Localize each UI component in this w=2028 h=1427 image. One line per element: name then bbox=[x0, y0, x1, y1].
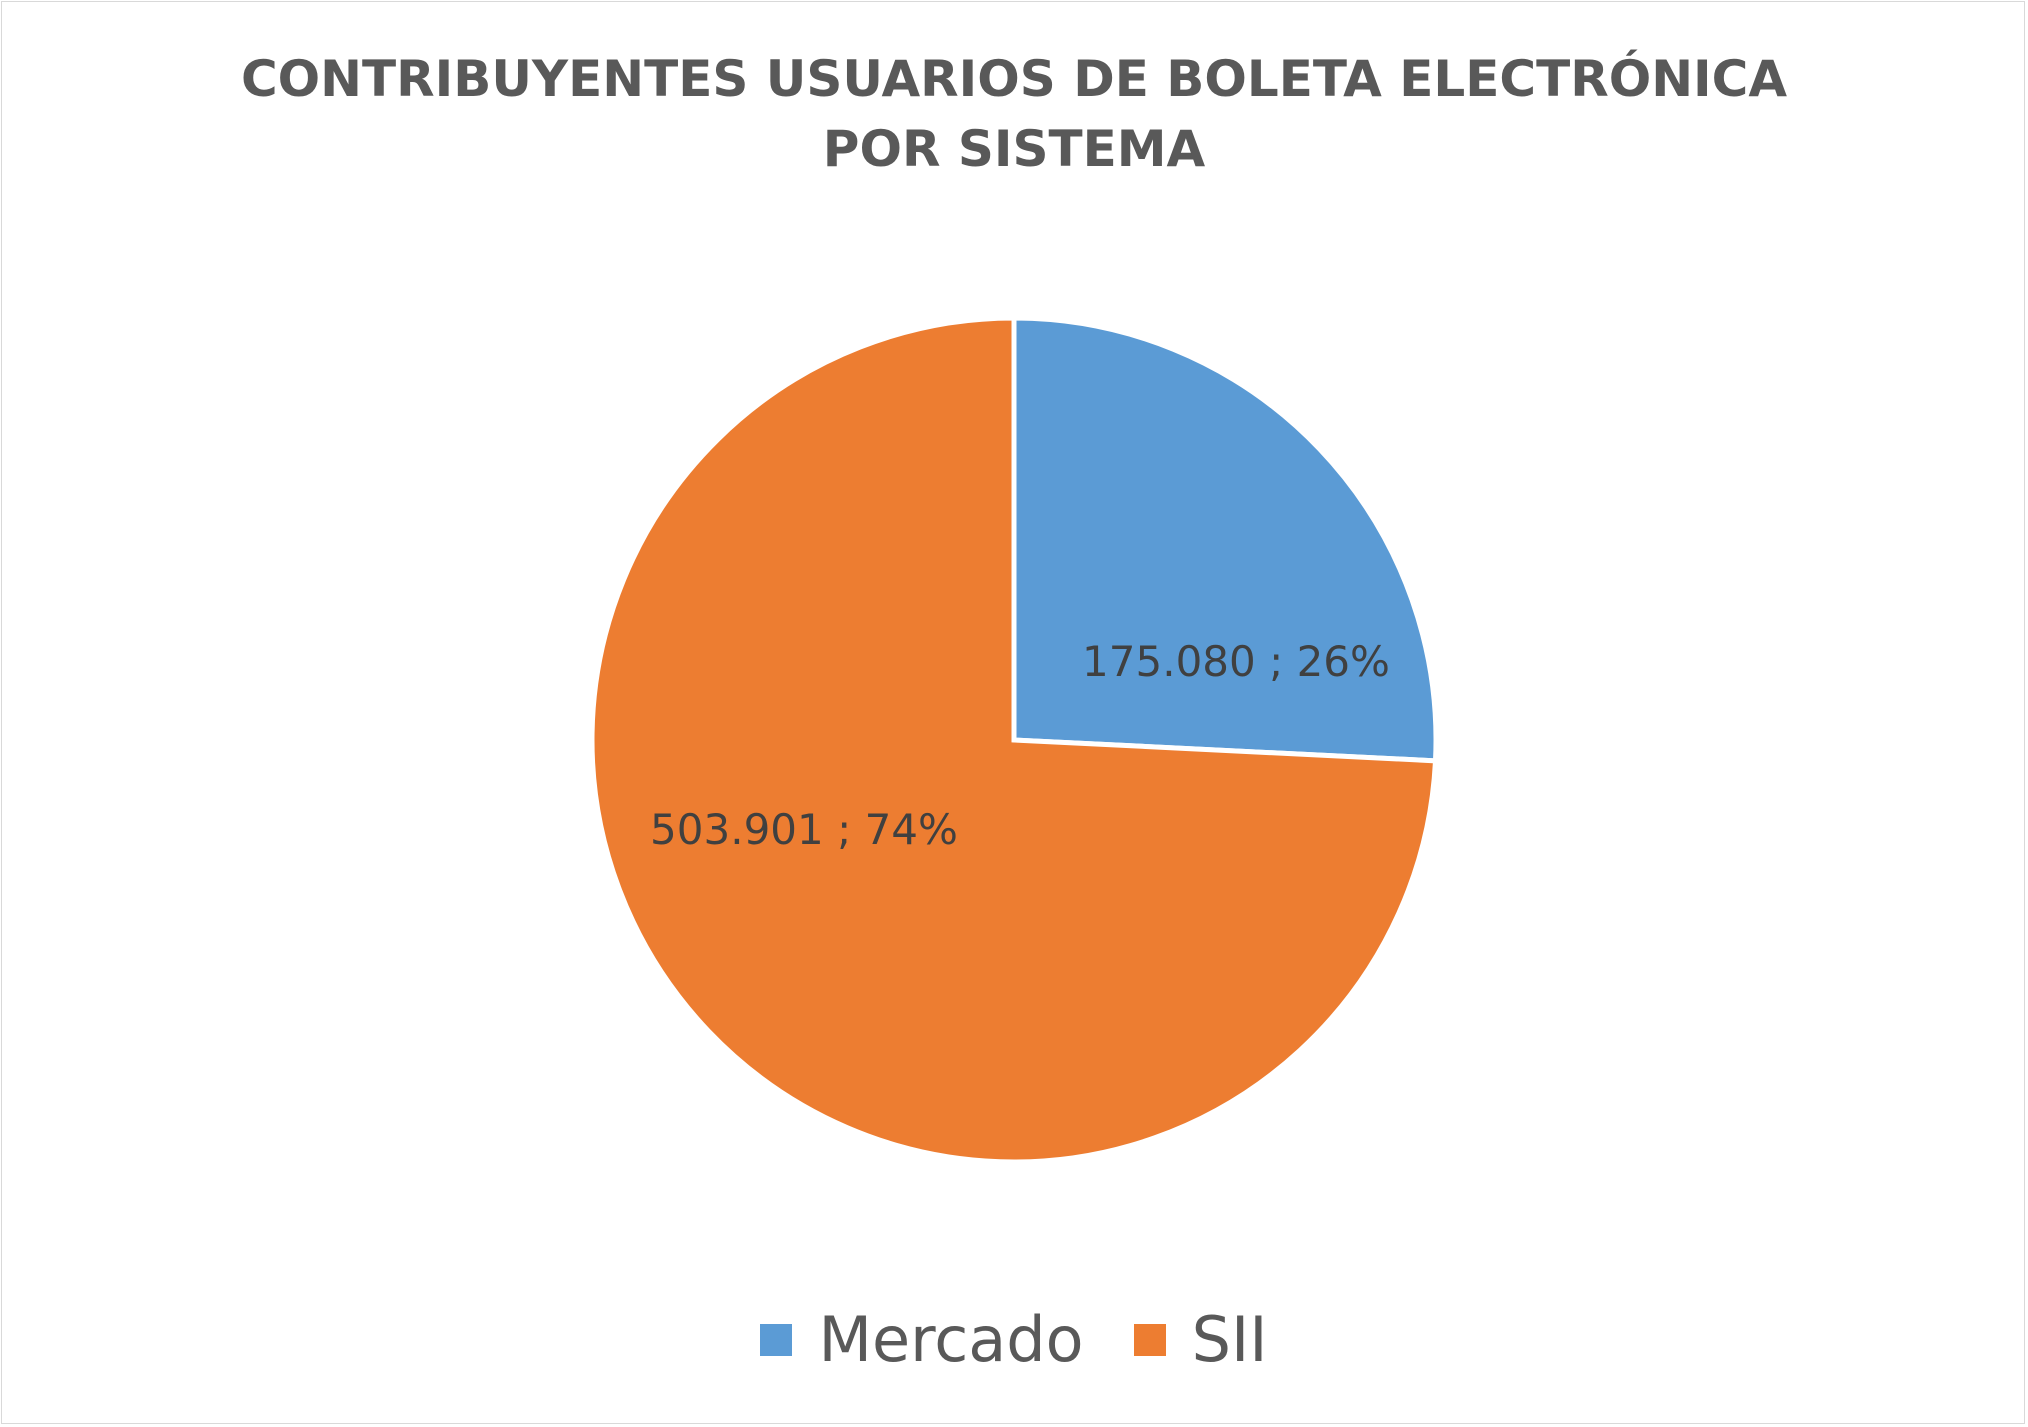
legend-swatch-sii bbox=[1133, 1324, 1166, 1356]
chart-legend: Mercado SII bbox=[0, 1300, 2028, 1380]
legend-entry-mercado: Mercado bbox=[760, 1300, 1084, 1380]
chart-title: CONTRIBUYENTES USUARIOS DE BOLETA ELECTR… bbox=[240, 50, 1788, 178]
pie-slice-mercado bbox=[1011, 315, 1439, 764]
pie-slice-sii bbox=[589, 315, 1439, 1165]
data-label-sii: 503.901 ; 74% bbox=[650, 805, 958, 854]
data-label-mercado: 175.080 ; 26% bbox=[1082, 637, 1390, 686]
legend-entry-sii: SII bbox=[1133, 1300, 1268, 1380]
legend-label-sii: SII bbox=[1191, 1303, 1268, 1376]
legend-swatch-mercado bbox=[760, 1324, 793, 1356]
legend-label-mercado: Mercado bbox=[818, 1303, 1084, 1376]
